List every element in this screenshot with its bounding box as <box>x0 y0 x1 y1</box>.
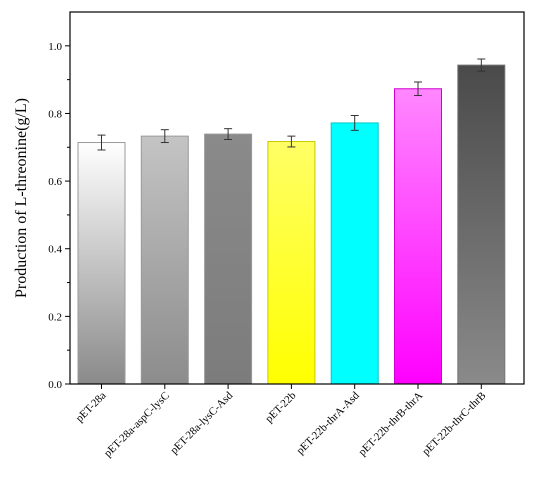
y-tick-label: 0.6 <box>48 176 62 188</box>
bar-1 <box>77 142 126 385</box>
x-tick-label: pET-28a-aspC-lysC <box>102 390 172 460</box>
bar-4 <box>267 141 316 385</box>
y-tick-label: 0.4 <box>48 244 62 256</box>
error-bar-4 <box>287 135 296 148</box>
y-tick-label: 0.8 <box>48 108 62 120</box>
bar-2 <box>140 135 189 385</box>
y-tick-label: 0.0 <box>48 379 62 391</box>
error-bar-3 <box>224 128 233 140</box>
x-tick-label: pET-22b-thrC-thrB <box>420 390 488 458</box>
x-tick-label: pET-22b-thrB-thrA <box>356 390 425 459</box>
y-axis-title: Production of L-threonine(g/L) <box>13 98 30 298</box>
bar-3 <box>204 133 253 385</box>
plot-frame <box>69 11 525 385</box>
bars-group <box>77 64 506 385</box>
y-tick-label: 0.2 <box>48 311 62 323</box>
x-tick-label: pET-22b-thrA-Asd <box>294 389 362 457</box>
axes-box <box>69 11 525 385</box>
y-axis: 0.0 0.2 0.4 0.6 0.8 1.0 <box>48 41 70 391</box>
bar-5 <box>330 122 379 385</box>
error-bar-6 <box>414 81 422 97</box>
error-bar-5 <box>350 114 359 131</box>
x-tick-label: pET-28a <box>74 390 109 425</box>
error-bar-1 <box>97 134 106 151</box>
error-bar-2 <box>160 129 169 144</box>
bar-7 <box>457 64 506 385</box>
x-axis: pET-28apET-28a-aspC-lysCpET-28a-lysC-Asd… <box>74 384 488 460</box>
error-bars-group <box>97 58 486 151</box>
x-tick-label: pET-28a-lysC-Asd <box>168 389 235 456</box>
x-tick-label: pET-22b <box>263 389 299 425</box>
bar-6 <box>394 88 442 385</box>
y-tick-label: 1.0 <box>48 41 62 53</box>
error-bar-7 <box>477 58 486 72</box>
